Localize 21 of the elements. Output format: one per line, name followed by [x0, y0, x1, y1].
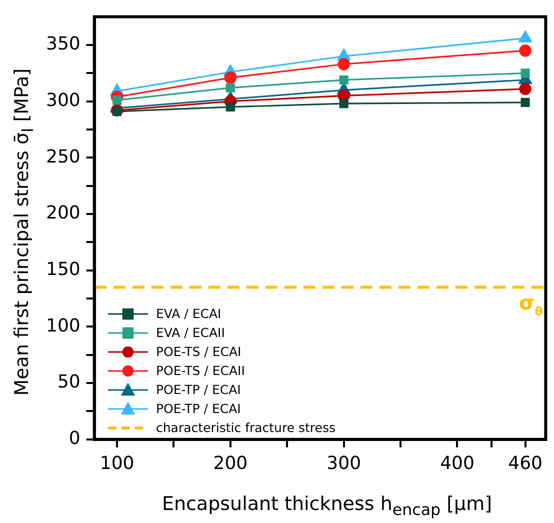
- x-tick-label: 200: [213, 452, 248, 474]
- y-tick-label: 250: [46, 146, 80, 168]
- legend-label: EVA / ECAI: [156, 305, 222, 323]
- legend-label: POE-TP / ECAI: [156, 400, 241, 418]
- y-tick-label: 200: [46, 202, 80, 224]
- legend-label: POE-TP / ECAI: [156, 381, 241, 399]
- y-tick-label: 100: [46, 315, 80, 336]
- legend-label: characteristic fracture stress: [156, 419, 336, 437]
- legend-label: POE-TS / ECAII: [156, 362, 245, 380]
- y-tick-label: 50: [57, 372, 80, 393]
- x-tick-label: 460: [508, 452, 542, 474]
- legend-label: EVA / ECAII: [156, 324, 225, 342]
- x-tick-label: 400: [440, 452, 474, 474]
- x-axis-title: Encapsulant thickness h$_{encap}$ [µm]: [160, 493, 494, 519]
- y-tick-label: 150: [46, 259, 80, 280]
- y-tick-label: 300: [46, 90, 80, 111]
- x-tick-label: 300: [326, 452, 362, 474]
- y-tick-label: 350: [46, 34, 80, 55]
- y-tick-label: 0: [68, 428, 80, 450]
- x-tick-label: 100: [100, 452, 134, 474]
- legend-label: POE-TS / ECAI: [156, 343, 242, 361]
